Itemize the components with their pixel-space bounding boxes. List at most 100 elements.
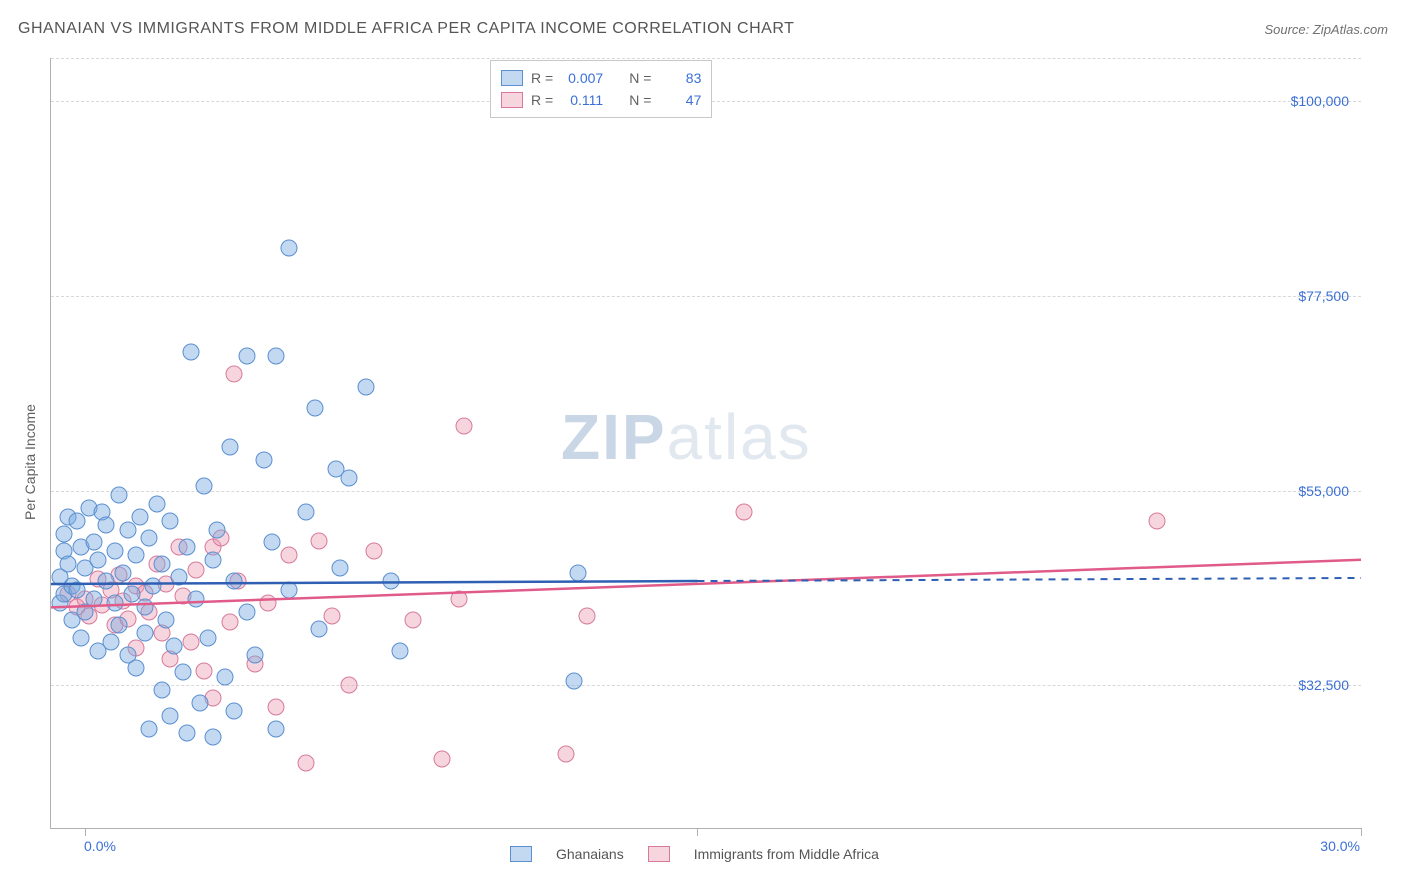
scatter-point-pink <box>281 547 298 564</box>
scatter-point-blue <box>570 564 587 581</box>
scatter-point-blue <box>102 633 119 650</box>
scatter-point-blue <box>179 724 196 741</box>
scatter-point-blue <box>174 664 191 681</box>
scatter-point-pink <box>268 698 285 715</box>
chart-container: GHANAIAN VS IMMIGRANTS FROM MIDDLE AFRIC… <box>0 0 1406 892</box>
x-tick-label: 0.0% <box>84 838 116 854</box>
x-tick-label: 30.0% <box>1320 838 1360 854</box>
legend-swatch-blue <box>510 846 532 862</box>
scatter-point-blue <box>98 573 115 590</box>
scatter-point-pink <box>1148 512 1165 529</box>
scatter-point-pink <box>736 504 753 521</box>
scatter-point-blue <box>136 625 153 642</box>
scatter-point-blue <box>191 694 208 711</box>
legend-swatch-pink <box>648 846 670 862</box>
scatter-point-pink <box>340 677 357 694</box>
scatter-point-blue <box>128 547 145 564</box>
scatter-point-blue <box>196 478 213 495</box>
scatter-point-blue <box>89 551 106 568</box>
scatter-point-blue <box>55 525 72 542</box>
regression-line-pink <box>51 58 1361 828</box>
scatter-point-blue <box>153 681 170 698</box>
scatter-point-blue <box>128 659 145 676</box>
scatter-point-pink <box>187 562 204 579</box>
scatter-point-blue <box>140 720 157 737</box>
scatter-point-blue <box>264 534 281 551</box>
scatter-point-pink <box>451 590 468 607</box>
n-value-pink: 47 <box>659 89 701 111</box>
y-tick-label: $55,000 <box>1298 483 1349 499</box>
scatter-point-pink <box>404 612 421 629</box>
plot-area: ZIPatlas $32,500$55,000$77,500$100,000 <box>50 58 1361 829</box>
scatter-point-pink <box>298 755 315 772</box>
scatter-point-blue <box>268 348 285 365</box>
scatter-point-blue <box>170 569 187 586</box>
n-label-2: N = <box>629 89 651 111</box>
scatter-point-blue <box>106 595 123 612</box>
scatter-point-blue <box>310 621 327 638</box>
scatter-point-blue <box>268 720 285 737</box>
gridline <box>51 58 1361 59</box>
scatter-point-blue <box>162 707 179 724</box>
x-axis-tick <box>697 828 698 836</box>
scatter-point-blue <box>221 439 238 456</box>
scatter-point-blue <box>383 573 400 590</box>
title-bar: GHANAIAN VS IMMIGRANTS FROM MIDDLE AFRIC… <box>18 20 1388 38</box>
scatter-point-blue <box>566 672 583 689</box>
bottom-legend: Ghanaians Immigrants from Middle Africa <box>510 846 879 862</box>
scatter-point-blue <box>119 521 136 538</box>
scatter-point-blue <box>200 629 217 646</box>
scatter-point-blue <box>115 564 132 581</box>
scatter-point-pink <box>196 662 213 679</box>
y-tick-label: $77,500 <box>1298 288 1349 304</box>
stats-box: R = 0.007 N = 83 R = 0.111 N = 47 <box>490 60 712 118</box>
scatter-point-blue <box>162 512 179 529</box>
chart-title: GHANAIAN VS IMMIGRANTS FROM MIDDLE AFRIC… <box>18 20 794 38</box>
swatch-blue <box>501 70 523 86</box>
scatter-point-blue <box>85 590 102 607</box>
swatch-pink <box>501 92 523 108</box>
scatter-point-blue <box>204 729 221 746</box>
scatter-point-pink <box>183 633 200 650</box>
scatter-point-blue <box>166 638 183 655</box>
scatter-point-pink <box>434 750 451 767</box>
scatter-point-blue <box>332 560 349 577</box>
legend-label-blue: Ghanaians <box>556 846 624 862</box>
regression-line-blue <box>51 58 1361 828</box>
scatter-point-blue <box>281 240 298 257</box>
scatter-point-blue <box>136 599 153 616</box>
source-label: Source: ZipAtlas.com <box>1264 22 1388 37</box>
scatter-point-blue <box>306 400 323 417</box>
legend-label-pink: Immigrants from Middle Africa <box>694 846 879 862</box>
scatter-point-blue <box>68 582 85 599</box>
gridline <box>51 491 1361 492</box>
scatter-point-blue <box>183 344 200 361</box>
y-axis-label: Per Capita Income <box>22 404 38 520</box>
scatter-point-blue <box>225 573 242 590</box>
scatter-point-blue <box>340 469 357 486</box>
scatter-point-blue <box>145 577 162 594</box>
scatter-point-blue <box>357 378 374 395</box>
x-axis-tick <box>85 828 86 836</box>
scatter-point-blue <box>238 603 255 620</box>
scatter-point-blue <box>187 590 204 607</box>
scatter-point-blue <box>298 504 315 521</box>
scatter-point-pink <box>221 614 238 631</box>
scatter-point-pink <box>455 417 472 434</box>
r-label-2: R = <box>531 89 553 111</box>
r-value-blue: 0.007 <box>561 67 603 89</box>
scatter-point-blue <box>140 530 157 547</box>
gridline <box>51 296 1361 297</box>
scatter-point-blue <box>391 642 408 659</box>
n-value-blue: 83 <box>659 67 701 89</box>
scatter-point-pink <box>323 608 340 625</box>
scatter-point-blue <box>225 703 242 720</box>
y-tick-label: $32,500 <box>1298 677 1349 693</box>
scatter-point-pink <box>259 595 276 612</box>
watermark-zip: ZIP <box>561 401 667 473</box>
scatter-point-blue <box>111 486 128 503</box>
scatter-point-blue <box>238 348 255 365</box>
n-label: N = <box>629 67 651 89</box>
scatter-point-pink <box>366 543 383 560</box>
scatter-point-blue <box>247 646 264 663</box>
